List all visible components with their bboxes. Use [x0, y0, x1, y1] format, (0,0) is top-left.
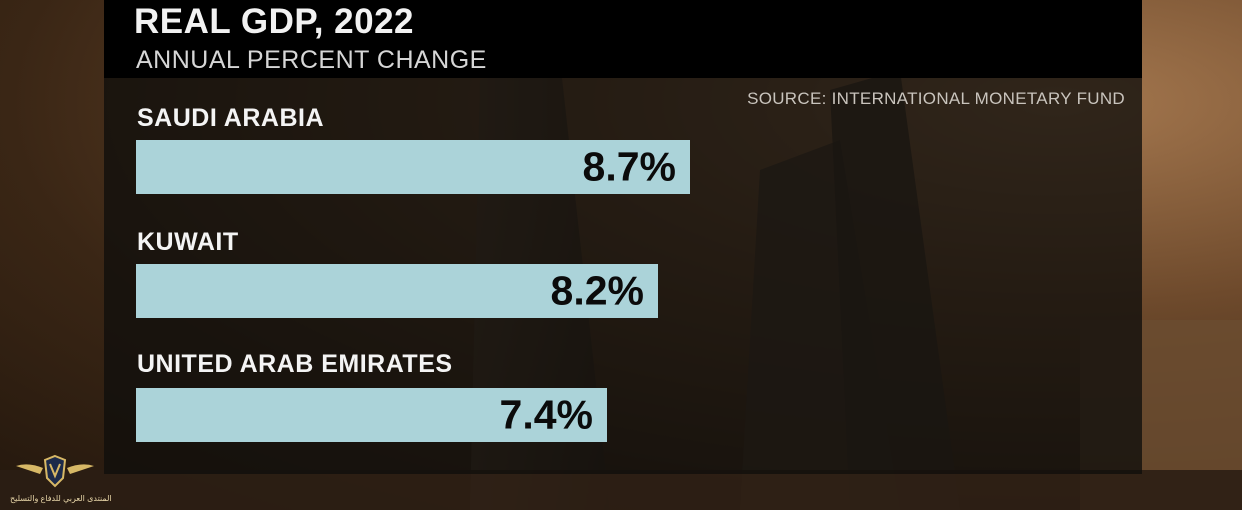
bar-value-label: 8.2%	[550, 267, 644, 314]
bar: 8.2%	[136, 264, 658, 318]
bar-value-label: 8.7%	[582, 143, 676, 190]
bar: 7.4%	[136, 388, 607, 442]
category-label: UNITED ARAB EMIRATES	[137, 350, 453, 378]
category-label: SAUDI ARABIA	[137, 104, 325, 132]
source-note: SOURCE: INTERNATIONAL MONETARY FUND	[747, 89, 1125, 108]
logo-text: المنتدى العربي للدفاع والتسليح	[10, 494, 112, 503]
category-label: KUWAIT	[137, 228, 239, 256]
header-band	[104, 0, 1142, 78]
bar-value-label: 7.4%	[499, 391, 593, 438]
chart-subtitle: ANNUAL PERCENT CHANGE	[136, 46, 487, 74]
wings-shield-icon	[16, 454, 94, 488]
channel-logo: المنتدى العربي للدفاع والتسليح	[10, 448, 112, 508]
bar: 8.7%	[136, 140, 690, 194]
chart-title: REAL GDP, 2022	[134, 2, 415, 41]
